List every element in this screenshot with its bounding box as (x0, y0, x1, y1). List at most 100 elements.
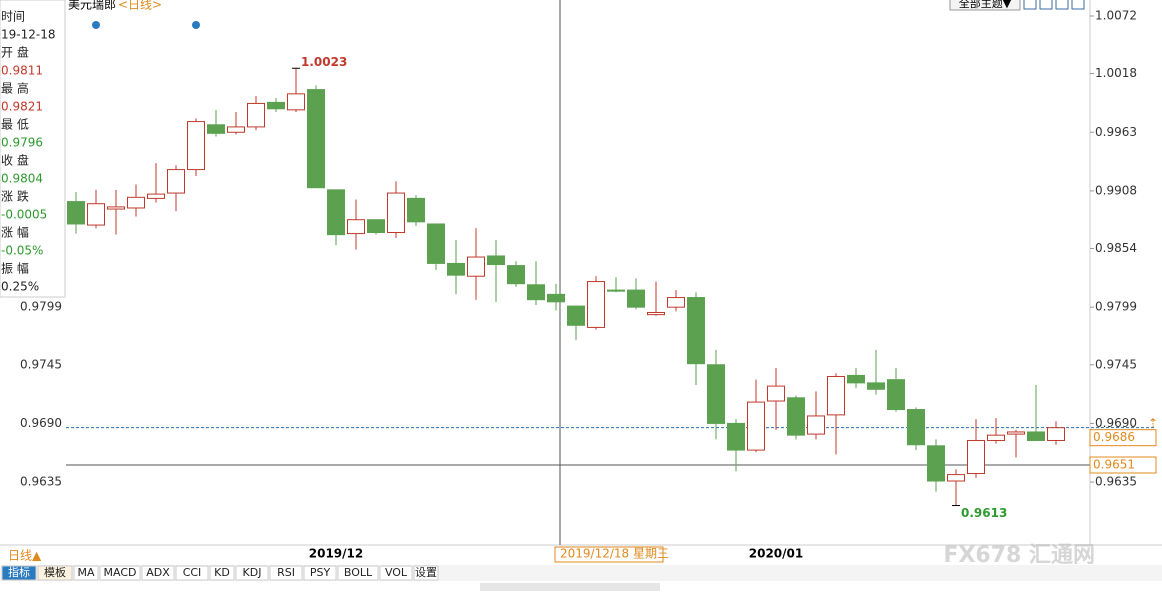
y-tick-label: 0.9745 (1095, 357, 1137, 371)
candle-body (367, 219, 385, 234)
toolbar-button[interactable] (175, 565, 209, 581)
toolbar-button[interactable] (303, 565, 337, 581)
candle-body (67, 201, 85, 225)
candle-body (447, 262, 465, 276)
candle-body (907, 409, 925, 446)
candle-body (787, 397, 805, 436)
theme-button[interactable] (949, 0, 1021, 11)
toolbar-button[interactable] (379, 565, 413, 581)
y-tick-label: 1.0018 (1095, 66, 1137, 80)
candle-body (967, 439, 985, 475)
info-value: 19-12-18 (1, 28, 55, 42)
last-price-arrow: ⇡ (1148, 416, 1158, 430)
candle-body (767, 385, 785, 402)
y-tick-label: 0.9963 (1095, 125, 1137, 139)
candle-body (267, 101, 285, 110)
toolbar-button[interactable] (99, 565, 141, 581)
candle-body (1007, 431, 1025, 435)
icon-button[interactable] (1023, 0, 1037, 10)
candle-body (827, 375, 845, 416)
icon-button[interactable] (1071, 0, 1085, 10)
info-value: 0.25% (1, 280, 39, 294)
toolbar-button[interactable] (73, 565, 99, 581)
candle-body (687, 297, 705, 365)
candle-body (127, 196, 145, 209)
candle-body (107, 206, 125, 210)
toolbar-button[interactable] (413, 565, 439, 581)
candle-body (247, 102, 265, 128)
toolbar-label: MACD (104, 566, 137, 579)
toolbar-button[interactable] (337, 565, 379, 581)
candle-body (647, 311, 665, 316)
toolbar-button[interactable] (269, 565, 303, 581)
period-box[interactable] (0, 547, 66, 563)
candle-body (727, 422, 745, 451)
toolbar-label: KD (214, 566, 230, 579)
candle-body (927, 445, 945, 482)
icon-button[interactable] (1055, 0, 1069, 10)
candle-body (707, 364, 725, 424)
x-tick-label: 2020/01 (749, 547, 803, 561)
info-label: 开 盘 (1, 45, 29, 60)
y-tick-label: 0.9908 (1095, 183, 1137, 197)
candle-body (847, 374, 865, 384)
toolbar-label: RSI (277, 566, 295, 579)
y-tick-label-left: 0.9799 (20, 300, 62, 314)
last-price-box (1089, 429, 1157, 447)
toolbar-label: BOLL (344, 566, 373, 579)
candle-body (527, 284, 545, 301)
candle-body (1047, 427, 1065, 441)
toolbar-button[interactable] (141, 565, 175, 581)
info-label: 涨 幅 (1, 225, 29, 240)
last-price-label: 0.9686 (1093, 430, 1135, 444)
candle-body (387, 192, 405, 234)
toolbar-button[interactable] (209, 565, 235, 581)
candle-body (187, 121, 205, 171)
toolbar-label: 模板 (44, 565, 66, 579)
y-tick-label: 0.9690 (1095, 416, 1137, 430)
y-tick-label: 0.9854 (1095, 241, 1137, 255)
candle-body (587, 281, 605, 328)
candle-body (327, 189, 345, 236)
crosshair-x-box (554, 546, 664, 563)
candle-body (507, 265, 525, 285)
crosshair-x-label: 2019/12/18 星期三 (560, 547, 669, 561)
x-tick-label: 2019/12 (309, 547, 363, 561)
toolbar-button[interactable] (37, 565, 73, 581)
toolbar-label: 指标 (8, 565, 30, 579)
min-label: 0.9613 (961, 506, 1007, 520)
chart-subtitle: <日线> (118, 0, 162, 12)
event-marker[interactable] (192, 21, 200, 29)
y-tick-label-left: 0.9690 (20, 416, 62, 430)
candle-body (467, 256, 485, 277)
y-tick-label: 0.9799 (1095, 300, 1137, 314)
candle-body (607, 289, 625, 292)
y-tick-label: 0.9635 (1095, 475, 1137, 489)
toolbar-button[interactable] (235, 565, 269, 581)
candle-body (407, 197, 425, 223)
toolbar-label: PSY (310, 566, 331, 579)
icon-button[interactable] (1039, 0, 1053, 10)
toolbar-button[interactable] (1, 565, 37, 581)
toolbar-label: VOL (385, 566, 408, 579)
candle-body (627, 289, 645, 308)
y-tick-label-left: 0.9745 (20, 357, 62, 371)
info-panel (0, 0, 66, 298)
info-value: 0.9821 (1, 100, 43, 114)
info-value: 0.9804 (1, 172, 43, 186)
toolbar-label: 设置 (415, 566, 437, 579)
candle-body (947, 474, 965, 482)
info-label: 涨 跌 (1, 189, 29, 204)
candle-body (287, 93, 305, 111)
scrollbar[interactable] (480, 583, 660, 591)
candle-body (667, 297, 685, 308)
info-label: 最 低 (1, 118, 29, 132)
candle-body (567, 305, 585, 326)
info-value: -0.0005 (1, 208, 47, 222)
info-label: 最 高 (1, 81, 29, 96)
event-marker[interactable] (92, 21, 100, 29)
info-value: 0.9811 (1, 64, 43, 78)
